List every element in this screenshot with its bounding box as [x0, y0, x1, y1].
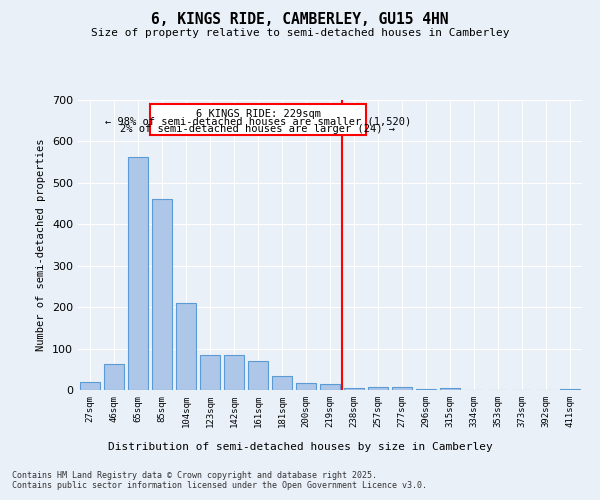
Y-axis label: Number of semi-detached properties: Number of semi-detached properties [37, 138, 46, 352]
Text: 2% of semi-detached houses are larger (24) →: 2% of semi-detached houses are larger (2… [121, 124, 395, 134]
Bar [392, 387, 412, 390]
Bar [104, 364, 124, 390]
Text: 6, KINGS RIDE, CAMBERLEY, GU15 4HN: 6, KINGS RIDE, CAMBERLEY, GU15 4HN [151, 12, 449, 28]
Bar [152, 199, 172, 390]
Bar [416, 389, 436, 390]
Bar [200, 355, 220, 390]
Bar [296, 384, 316, 390]
Bar [440, 388, 460, 390]
Bar [320, 384, 340, 390]
Bar [224, 355, 244, 390]
Bar [80, 382, 100, 390]
Bar [368, 387, 388, 390]
Bar [248, 361, 268, 390]
Bar [128, 157, 148, 390]
Bar [272, 376, 292, 390]
FancyBboxPatch shape [150, 104, 366, 135]
Bar [176, 303, 196, 390]
Text: Contains HM Land Registry data © Crown copyright and database right 2025.
Contai: Contains HM Land Registry data © Crown c… [12, 470, 427, 490]
Bar [344, 388, 364, 390]
Text: ← 98% of semi-detached houses are smaller (1,520): ← 98% of semi-detached houses are smalle… [105, 116, 411, 126]
Bar [560, 389, 580, 390]
Text: 6 KINGS RIDE: 229sqm: 6 KINGS RIDE: 229sqm [196, 109, 320, 119]
Text: Distribution of semi-detached houses by size in Camberley: Distribution of semi-detached houses by … [107, 442, 493, 452]
Text: Size of property relative to semi-detached houses in Camberley: Size of property relative to semi-detach… [91, 28, 509, 38]
